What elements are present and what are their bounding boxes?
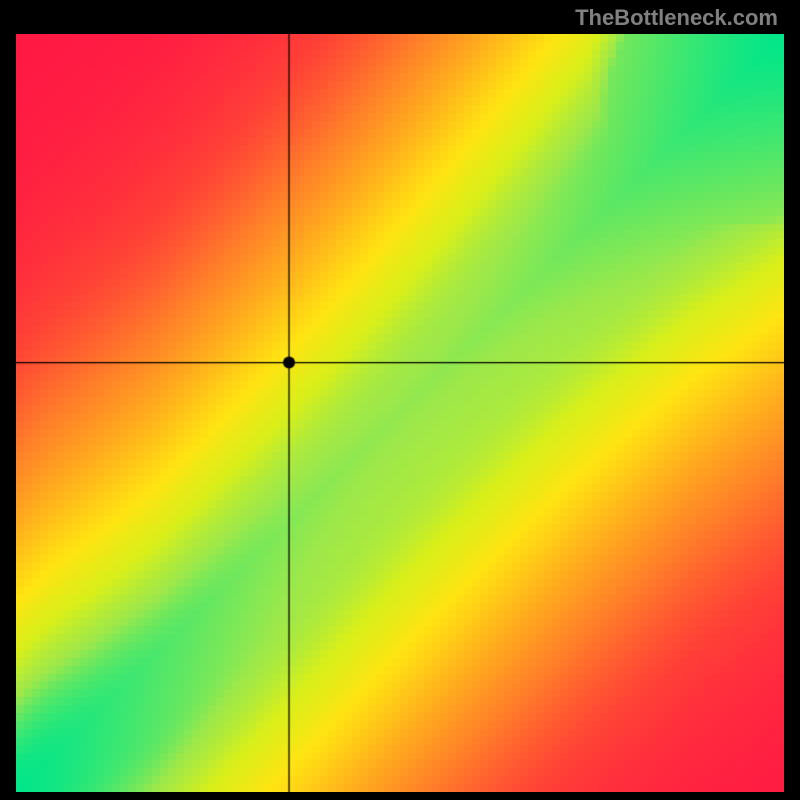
watermark-text: TheBottleneck.com xyxy=(575,5,778,31)
bottleneck-heatmap xyxy=(16,34,784,792)
chart-container: TheBottleneck.com xyxy=(0,0,800,800)
